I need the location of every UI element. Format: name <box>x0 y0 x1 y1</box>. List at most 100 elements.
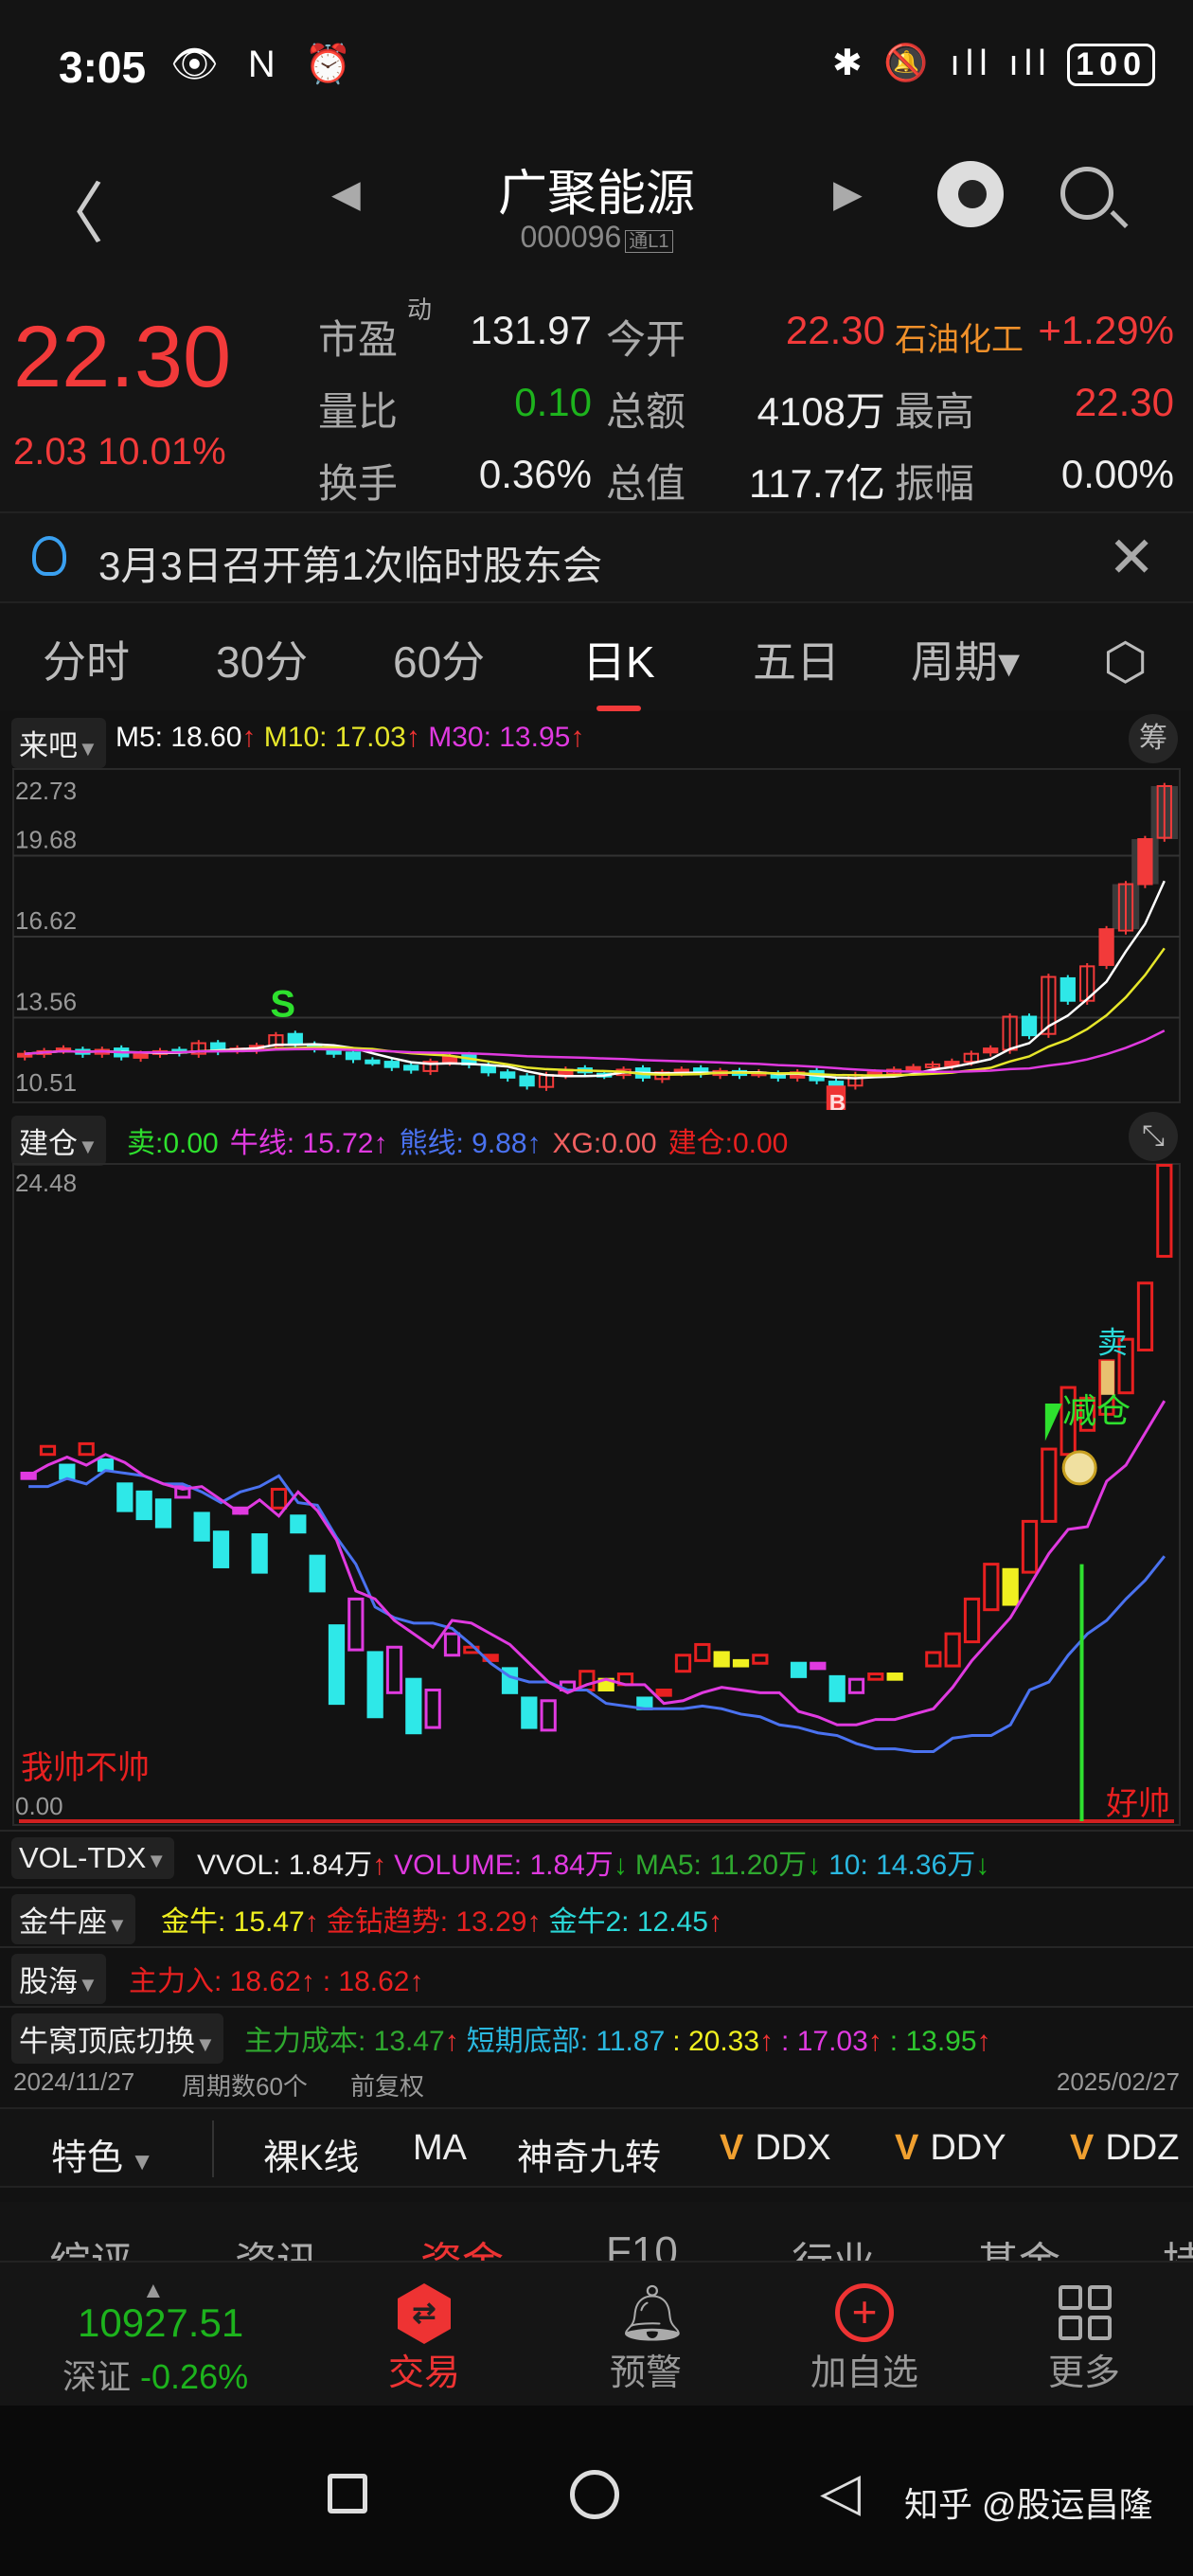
feature-item[interactable]: 裸K线 <box>263 2128 359 2180</box>
indicator-bar <box>925 1651 942 1668</box>
prev-stock-icon[interactable]: ◀ <box>331 173 361 215</box>
tab-period[interactable]: 30分 <box>216 637 309 687</box>
arrow-up-icon: ↑ <box>707 1906 722 1938</box>
candle[interactable] <box>1117 883 1134 932</box>
search-icon[interactable] <box>1060 167 1113 220</box>
add-circle-icon[interactable]: + <box>835 2283 894 2342</box>
jc-indicator-selector[interactable]: 建仓▼ <box>11 1116 106 1166</box>
recents-icon[interactable] <box>328 2474 367 2513</box>
feature-label: DDX <box>755 2128 831 2168</box>
feature-selector[interactable]: 特色 ▼ <box>51 2128 154 2180</box>
tab-period[interactable]: 五日 <box>753 637 840 687</box>
candle[interactable] <box>383 1061 400 1068</box>
feature-item[interactable]: 神奇九转 <box>517 2128 661 2180</box>
candle[interactable] <box>480 1064 496 1074</box>
sell-arrow-icon <box>1100 1360 1114 1395</box>
candle[interactable] <box>17 1052 33 1058</box>
candle[interactable] <box>422 1061 438 1072</box>
notice-bar[interactable]: 3月3日召开第1次临时股东会 ✕ <box>0 511 1193 601</box>
candle[interactable] <box>1059 976 1076 1002</box>
tab-period[interactable]: 周期▾ <box>911 637 1021 687</box>
home-icon[interactable] <box>570 2470 619 2519</box>
candle[interactable] <box>365 1059 381 1064</box>
feature-item[interactable]: MA <box>413 2128 467 2169</box>
candle[interactable] <box>1021 1015 1038 1037</box>
feature-bar: 特色 ▼ 裸K线 MA 神奇九转 V DDX V DDY V DDZ <box>0 2107 1193 2188</box>
kline-indicator-selector[interactable]: 来吧▼ <box>11 718 106 768</box>
candle[interactable] <box>519 1075 535 1087</box>
candle[interactable] <box>828 1081 845 1087</box>
candle[interactable] <box>1098 928 1114 966</box>
index-info[interactable]: 深证 -0.26% <box>62 2350 248 2399</box>
vip-v-icon: V <box>1070 2128 1095 2168</box>
settings-hexagon-icon[interactable]: ⬡ <box>1103 634 1148 690</box>
candle[interactable] <box>944 1061 960 1067</box>
candle[interactable] <box>1156 785 1172 839</box>
notice-text[interactable]: 3月3日召开第1次临时股东会 <box>98 544 603 588</box>
kline-chart[interactable]: 22.73 19.68 16.62 13.56 10.51 S B <box>0 767 1193 1110</box>
system-nav-bar: ◁ 知乎 @股运昌隆 <box>0 2406 1193 2576</box>
sub-tab[interactable]: 资讯 <box>235 2228 318 2261</box>
close-icon[interactable]: ✕ <box>1108 526 1156 589</box>
candle[interactable] <box>963 1052 979 1064</box>
candle[interactable] <box>133 1052 149 1059</box>
adjust-mode[interactable]: 前复权 <box>350 2072 425 2101</box>
indicator-selector[interactable]: 股海▼ <box>11 1954 106 2004</box>
more-button[interactable]: 更多 <box>1047 2353 1120 2393</box>
alert-button[interactable]: 预警 <box>609 2353 682 2393</box>
quote-value: 117.7亿 <box>749 461 885 506</box>
candle[interactable] <box>403 1064 419 1071</box>
feature-item[interactable]: V DDY <box>895 2128 1006 2169</box>
candle[interactable] <box>905 1065 921 1071</box>
feature-item[interactable]: V DDX <box>720 2128 831 2169</box>
indicator-selector[interactable]: 金牛座▼ <box>11 1894 135 1944</box>
sub-tab[interactable]: 综评 <box>49 2228 133 2261</box>
candle[interactable] <box>983 1047 999 1054</box>
chart-frame <box>12 1163 1181 1826</box>
candle[interactable] <box>190 1042 206 1055</box>
add-watchlist-button[interactable]: 加自选 <box>810 2353 918 2393</box>
candle[interactable] <box>345 1051 362 1061</box>
sub-tab[interactable]: F10 <box>606 2228 678 2261</box>
feature-item[interactable]: V DDZ <box>1070 2128 1179 2169</box>
quote-label: 振幅 <box>895 461 975 506</box>
assistant-robot-icon[interactable] <box>937 161 1004 227</box>
indicator-values: 金牛: 15.47↑ 金钻趋势: 13.29↑ 金牛2: 12.45↑ <box>161 1898 730 1940</box>
candle[interactable] <box>924 1063 941 1068</box>
candle[interactable] <box>1079 965 1095 1002</box>
sub-tab[interactable]: 持 <box>1163 2228 1193 2261</box>
sub-tab[interactable]: 基金 <box>977 2228 1060 2261</box>
trade-icon[interactable]: ⇄ <box>398 2283 451 2344</box>
indicator-value: VVOL: 1.84万 <box>197 1850 373 1881</box>
candle[interactable] <box>1041 975 1057 1035</box>
index-value[interactable]: 10927.51 <box>78 2300 244 2345</box>
sub-tab[interactable]: 资金 <box>420 2228 504 2261</box>
selector-label: 股海 <box>19 1965 78 1998</box>
back-triangle-icon[interactable]: ◁ <box>820 2461 862 2521</box>
indicator-value: 金钻趋势: 13.29 <box>326 1906 527 1938</box>
trade-button[interactable]: 交易 <box>387 2353 460 2393</box>
tab-period[interactable]: 60分 <box>393 637 486 687</box>
bell-icon[interactable]: 🔔︎ <box>617 2282 687 2344</box>
quote-label-sup: 动 <box>407 295 433 324</box>
candle[interactable] <box>287 1032 303 1045</box>
next-stock-icon[interactable]: ▶ <box>833 173 863 215</box>
sub-tab[interactable]: 行业 <box>792 2228 875 2261</box>
chip-distribution-button[interactable]: 筹 <box>1129 714 1178 763</box>
expand-icon[interactable]: ⤡ <box>1129 1112 1178 1161</box>
expand-up-icon[interactable]: ▲ <box>142 2278 165 2303</box>
tab-period[interactable]: 日K <box>582 628 655 711</box>
grid-icon[interactable] <box>1059 2285 1112 2340</box>
indicator-selector[interactable]: 牛窝顶底切换▼ <box>11 2013 223 2064</box>
chevron-down-icon: ▼ <box>195 2032 216 2056</box>
back-icon[interactable]: 〈 <box>38 177 104 251</box>
indicator-selector[interactable]: VOL-TDX▼ <box>11 1837 175 1879</box>
candle[interactable] <box>500 1071 516 1079</box>
indicator-bar <box>174 1485 191 1499</box>
tab-period[interactable]: 分时 <box>43 637 130 687</box>
quote-panel: 22.30 2.03 10.01% 市盈动 131.97 今开 22.30 石油化工 +1… <box>0 270 1193 511</box>
indicator-bar <box>1136 1281 1154 1351</box>
indicator-bar <box>309 1554 326 1593</box>
candle[interactable] <box>1137 838 1153 886</box>
